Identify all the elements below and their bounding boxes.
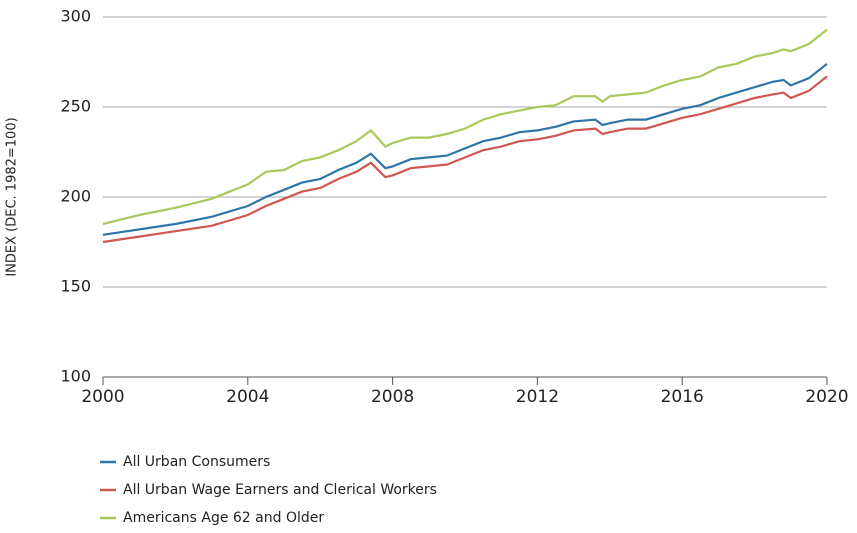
y-tick-label: 100 xyxy=(60,367,91,386)
legend-label: Americans Age 62 and Older xyxy=(123,510,324,526)
legend-label: All Urban Consumers xyxy=(123,454,270,470)
series-line xyxy=(102,75,828,244)
y-tick-label: 150 xyxy=(60,277,91,296)
y-tick-label: 300 xyxy=(60,7,91,26)
y-tick-label: 200 xyxy=(60,187,91,206)
x-tick-label: 2012 xyxy=(516,387,559,407)
y-tick-label: 250 xyxy=(60,97,91,116)
x-tick-label: 2020 xyxy=(805,387,848,407)
x-tick-label: 2016 xyxy=(661,387,704,407)
x-tick-label: 2000 xyxy=(81,387,124,407)
series-line xyxy=(102,62,828,236)
x-tick-label: 2004 xyxy=(226,387,269,407)
series-line xyxy=(102,28,828,226)
y-axis-label: INDEX (DEC. 1982=100) xyxy=(5,117,20,276)
legend-label: All Urban Wage Earners and Clerical Work… xyxy=(123,482,437,498)
x-tick-label: 2008 xyxy=(371,387,414,407)
